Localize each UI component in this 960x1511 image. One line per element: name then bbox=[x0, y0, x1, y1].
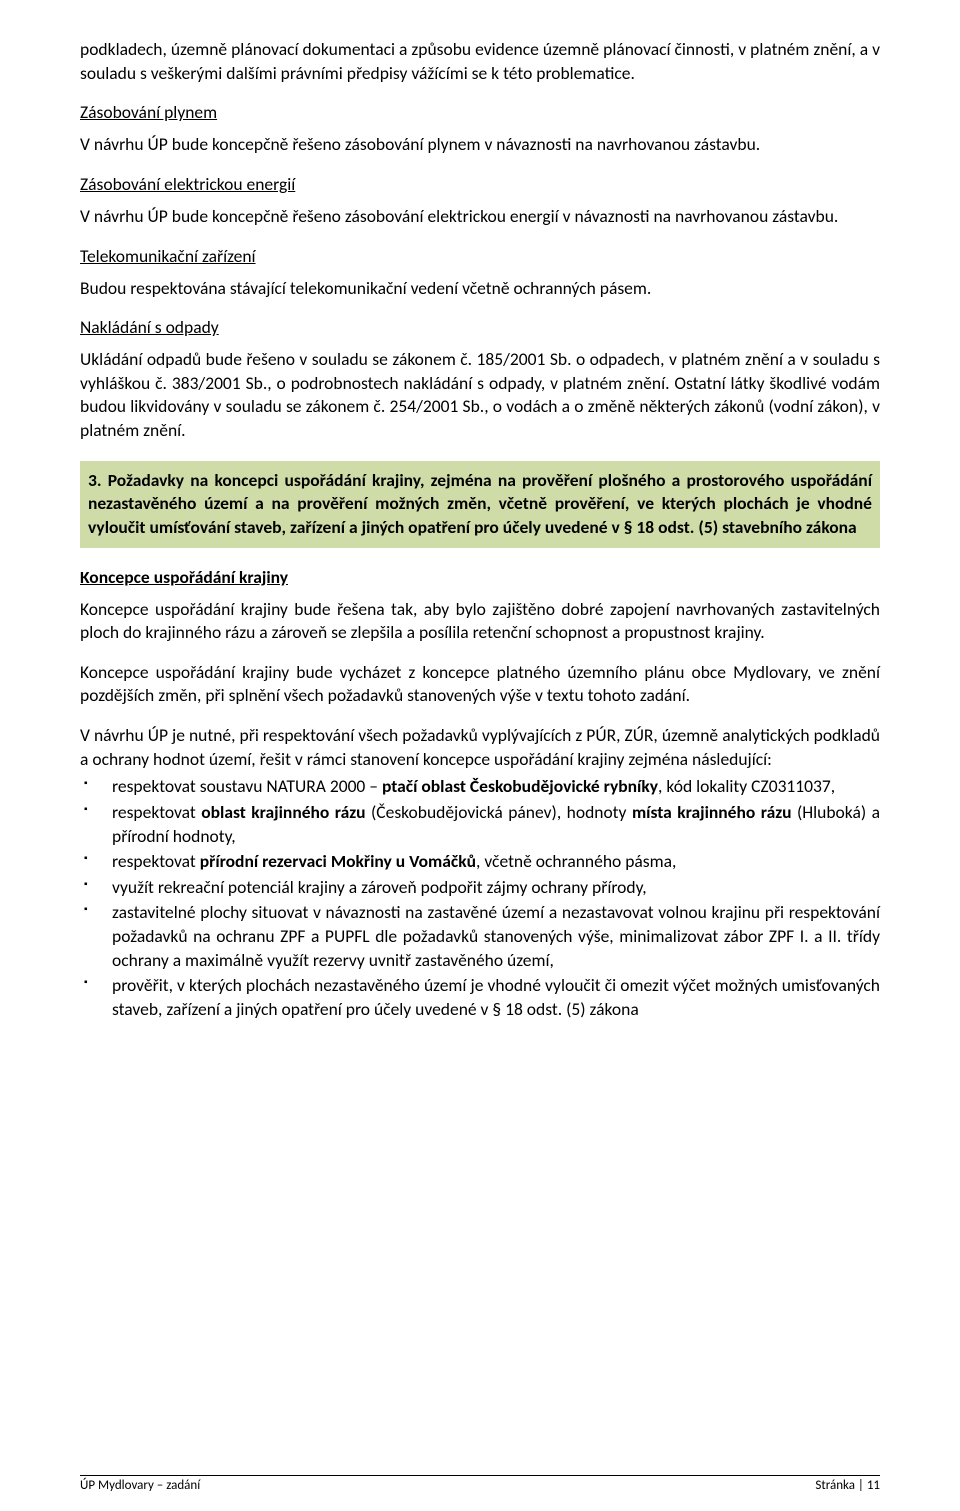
bullet-bold: přírodní rezervaci Mokřiny u Vomáčků bbox=[200, 850, 476, 872]
list-item: respektovat přírodní rezervaci Mokřiny u… bbox=[80, 850, 880, 874]
footer-right: Stránka | 11 bbox=[815, 1478, 880, 1493]
intro-paragraph: podkladech, územně plánovací dokumentaci… bbox=[80, 38, 880, 85]
bullet-text: respektovat bbox=[112, 850, 200, 872]
list-item: respektovat soustavu NATURA 2000 – ptačí… bbox=[80, 775, 880, 799]
koncepce-paragraph-2: Koncepce uspořádání krajiny bude vycháze… bbox=[80, 661, 880, 708]
footer-left: ÚP Mydlovary – zadání bbox=[80, 1478, 200, 1493]
subheading-koncepce: Koncepce uspořádání krajiny bbox=[80, 566, 880, 588]
list-item: respektovat oblast krajinného rázu (Česk… bbox=[80, 801, 880, 848]
bullet-bold: oblast krajinného rázu bbox=[201, 801, 365, 823]
koncepce-paragraph-1: Koncepce uspořádání krajiny bude řešena … bbox=[80, 598, 880, 645]
bullet-bold: ptačí oblast Českobudějovické rybníky bbox=[382, 775, 658, 797]
section-body-gas: V návrhu ÚP bude koncepčně řešeno zásobo… bbox=[80, 133, 880, 157]
highlight-block-3: 3. Požadavky na koncepci uspořádání kraj… bbox=[80, 461, 880, 548]
list-item: využít rekreační potenciál krajiny a zár… bbox=[80, 876, 880, 900]
bullet-text: zastavitelné plochy situovat v návaznost… bbox=[112, 901, 880, 970]
section-body-electric: V návrhu ÚP bude koncepčně řešeno zásobo… bbox=[80, 205, 880, 229]
list-item: zastavitelné plochy situovat v návaznost… bbox=[80, 901, 880, 972]
section-body-telecom: Budou respektována stávající telekomunik… bbox=[80, 277, 880, 301]
section-title-telecom: Telekomunikační zařízení bbox=[80, 245, 880, 267]
koncepce-paragraph-3: V návrhu ÚP je nutné, při respektování v… bbox=[80, 724, 880, 771]
bullet-text: prověřit, v kterých plochách nezastavěné… bbox=[112, 974, 880, 1020]
bullet-text: (Českobudějovická pánev), hodnoty bbox=[366, 801, 632, 823]
page-footer: ÚP Mydlovary – zadání Stránka | 11 bbox=[80, 1475, 880, 1493]
bullet-text: , kód lokality CZ0311037, bbox=[658, 775, 835, 797]
section-title-gas: Zásobování plynem bbox=[80, 101, 880, 123]
bullet-text: , včetně ochranného pásma, bbox=[476, 850, 676, 872]
section-title-electric: Zásobování elektrickou energií bbox=[80, 173, 880, 195]
section-title-waste: Nakládání s odpady bbox=[80, 316, 880, 338]
bullet-text: respektovat soustavu NATURA 2000 – bbox=[112, 775, 382, 797]
bullet-text: využít rekreační potenciál krajiny a zár… bbox=[112, 876, 647, 898]
bullet-list: respektovat soustavu NATURA 2000 – ptačí… bbox=[80, 775, 880, 1021]
bullet-text: respektovat bbox=[112, 801, 201, 823]
list-item: prověřit, v kterých plochách nezastavěné… bbox=[80, 974, 880, 1021]
bullet-bold: místa krajinného rázu bbox=[632, 801, 792, 823]
section-body-waste: Ukládání odpadů bude řešeno v souladu se… bbox=[80, 348, 880, 443]
